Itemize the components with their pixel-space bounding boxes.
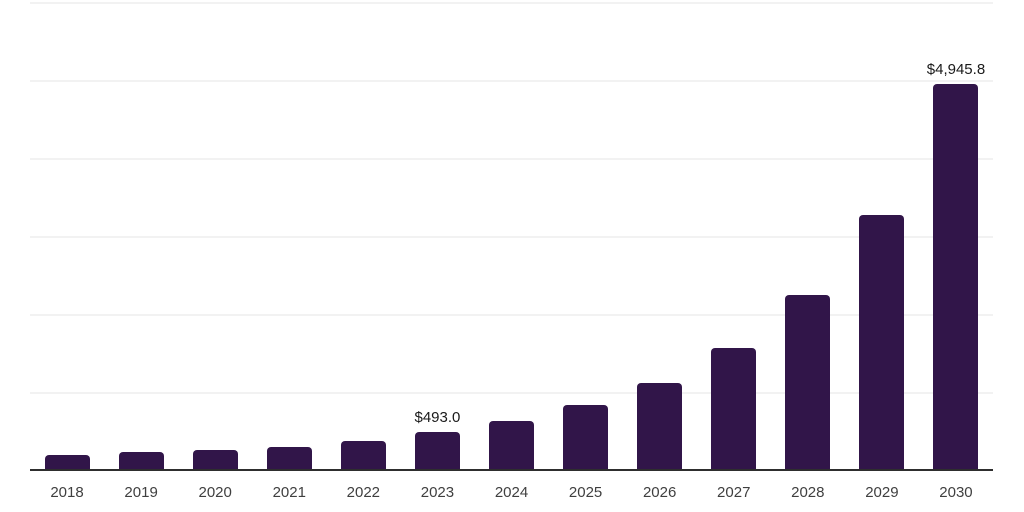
bar-2024 <box>489 421 534 470</box>
bar-2018 <box>44 454 90 470</box>
gridline-4000 <box>30 158 993 160</box>
bar-slot-2026 <box>623 2 697 470</box>
x-axis-line <box>30 469 993 471</box>
bar-2019 <box>118 452 164 470</box>
x-tick-2022: 2022 <box>346 484 381 501</box>
plot-area: $493.0 $4,945.8 <box>30 2 993 470</box>
x-tick-2019: 2019 <box>124 484 158 501</box>
bar-2027 <box>711 348 757 470</box>
bar-2021 <box>266 447 312 470</box>
x-tick-2021: 2021 <box>272 484 306 501</box>
bar-2030 <box>933 84 979 470</box>
x-tick-2029: 2029 <box>865 484 899 501</box>
x-tick-2026: 2026 <box>642 484 677 501</box>
bar-slot-2028 <box>771 2 845 470</box>
value-label-2023: $493.0 <box>414 408 461 426</box>
gridline-2000 <box>30 314 993 316</box>
x-tick-2024: 2024 <box>494 484 529 501</box>
bar-slot-2023: $493.0 <box>400 2 474 470</box>
bar-2022 <box>340 440 386 470</box>
bar-slot-2024 <box>474 2 548 470</box>
bar-slot-2025 <box>549 2 623 470</box>
x-tick-2027: 2027 <box>717 484 751 501</box>
bar-slot-2020 <box>178 2 252 470</box>
x-tick-2028: 2028 <box>791 484 825 501</box>
bar-2020 <box>192 449 238 470</box>
gridlines-layer <box>30 2 993 470</box>
bar-2029 <box>859 215 905 470</box>
bar-slot-2019 <box>104 2 178 470</box>
bar-slot-2027 <box>697 2 771 470</box>
x-tick-2025: 2025 <box>568 484 603 501</box>
bar-slot-2022 <box>326 2 400 470</box>
bar-slot-2030: $4,945.8 <box>919 2 993 470</box>
gridline-6000 <box>30 2 993 4</box>
bar-slot-2029 <box>845 2 919 470</box>
bar-slot-2021 <box>252 2 326 470</box>
x-axis-tick-labels: 2018 2019 2020 2021 2022 2023 2024 2025 2026 2027… <box>30 485 993 500</box>
bar-2028 <box>785 295 831 470</box>
bar-2025 <box>563 404 609 470</box>
x-tick-2018: 2018 <box>50 484 84 501</box>
x-tick-2023: 2023 <box>420 484 455 501</box>
gridline-1000 <box>30 392 993 394</box>
gridline-5000 <box>30 80 993 82</box>
x-tick-2020: 2020 <box>198 484 232 501</box>
x-tick-2030: 2030 <box>939 484 973 501</box>
value-label-2030: $4,945.8 <box>926 61 986 79</box>
gridline-3000 <box>30 236 993 238</box>
bar-2026 <box>637 383 683 470</box>
bar-slot-2018 <box>30 2 104 470</box>
bar-2023 <box>414 431 460 470</box>
